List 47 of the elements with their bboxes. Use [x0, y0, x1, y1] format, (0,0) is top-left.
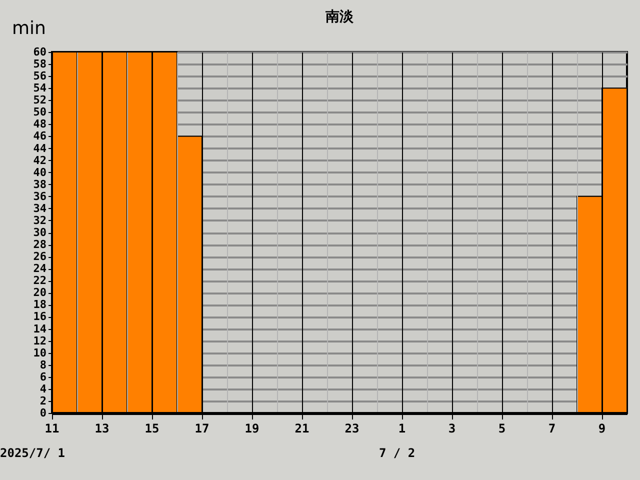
y-tick-label: 30 [33, 226, 46, 239]
y-tick-label: 56 [33, 70, 47, 83]
text: 7 / 2 [378, 446, 416, 460]
y-tick-label: 60 [33, 46, 46, 58]
y-tick-label: 8 [40, 358, 46, 372]
y-tick-label: 2 [40, 394, 46, 408]
x-tick-label: 19 [244, 422, 260, 436]
y-tick-label: 58 [33, 58, 46, 71]
y-tick-label: 20 [33, 286, 46, 300]
y-tick-label: 28 [33, 238, 46, 252]
y-tick-label: 44 [33, 142, 47, 155]
y-tick-label: 26 [33, 250, 47, 264]
x-tick-label: 15 [144, 422, 160, 436]
y-tick-label: 18 [33, 298, 46, 312]
y-tick-label: 48 [33, 118, 46, 131]
y-tick-label: 50 [33, 106, 46, 119]
y-tick-label: 10 [33, 346, 46, 360]
x-tick-label: 3 [448, 422, 456, 436]
y-tick-label: 0 [40, 406, 46, 420]
text: 2025/7/ 1 [0, 446, 66, 460]
x-tick-label: 5 [498, 422, 506, 436]
y-tick-label: 4 [40, 382, 47, 396]
y-tick-label: 52 [33, 94, 46, 107]
y-tick-label: 12 [33, 334, 46, 348]
y-tick-label: 24 [33, 262, 47, 276]
y-tick-label: 22 [33, 274, 46, 288]
x-tick-label: 17 [194, 422, 210, 436]
y-axis-title: min [12, 18, 46, 39]
x-tick-label: 11 [44, 422, 60, 436]
x-tick-label: 13 [94, 422, 110, 436]
x-tick-label: 21 [294, 422, 310, 436]
y-tick-label: 42 [33, 154, 46, 167]
y-tick-label: 36 [33, 190, 47, 203]
chart-title: 南淡 [324, 9, 354, 25]
y-tick-label: 54 [33, 82, 47, 95]
x-tick-label: 7 [548, 422, 556, 436]
y-tick-label: 46 [33, 130, 47, 143]
y-tick-label: 32 [33, 214, 46, 227]
y-tick-label: 14 [33, 322, 47, 336]
y-tick-label: 16 [33, 310, 47, 324]
y-tick-label: 40 [33, 166, 46, 179]
x-tick-label: 1 [398, 422, 406, 436]
y-tick-label: 38 [33, 178, 46, 191]
x-tick-label: 9 [598, 422, 606, 436]
x-tick-label: 23 [344, 422, 360, 436]
y-tick-label: 6 [40, 370, 47, 384]
y-tick-label: 34 [33, 202, 47, 215]
